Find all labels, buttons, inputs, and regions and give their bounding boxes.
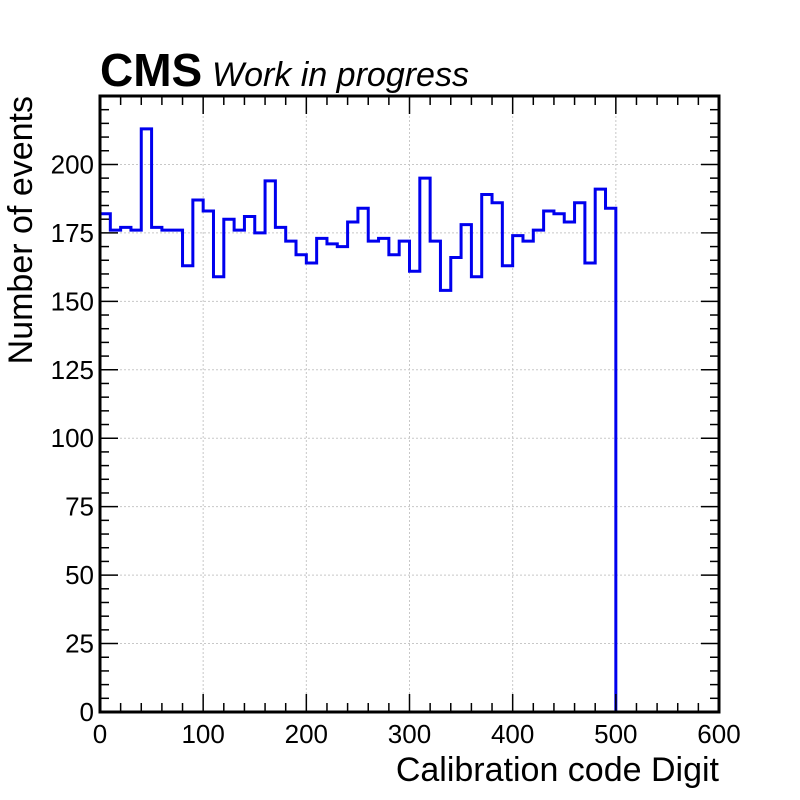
- x-tick-label: 500: [594, 719, 637, 749]
- x-tick-label: 0: [93, 719, 107, 749]
- status-label: Work in progress: [212, 56, 469, 94]
- y-tick-label: 75: [65, 492, 94, 522]
- y-axis-title: Number of events: [2, 96, 40, 364]
- y-tick-label: 200: [51, 149, 94, 179]
- tick-labels: 0 100 200 300 400 500 600 0 25 50 75 100 125 150 175 20…: [51, 149, 741, 749]
- y-tick-label: 100: [51, 423, 94, 453]
- x-tick-label: 400: [491, 719, 534, 749]
- grid: [100, 96, 719, 712]
- histogram-series: [100, 127, 618, 712]
- x-tick-label: 600: [697, 719, 740, 749]
- y-tick-label: 175: [51, 218, 94, 248]
- y-tick-label: 150: [51, 286, 94, 316]
- x-axis-title: Calibration code Digit: [396, 751, 720, 789]
- x-tick-label: 300: [388, 719, 431, 749]
- axis-ticks: [99, 95, 720, 713]
- x-tick-label: 200: [285, 719, 328, 749]
- experiment-label: CMS: [100, 44, 202, 96]
- x-tick-label: 100: [181, 719, 224, 749]
- y-tick-label: 50: [65, 560, 94, 590]
- y-tick-label: 0: [80, 697, 94, 727]
- y-tick-label: 25: [65, 629, 94, 659]
- y-tick-label: 125: [51, 355, 94, 385]
